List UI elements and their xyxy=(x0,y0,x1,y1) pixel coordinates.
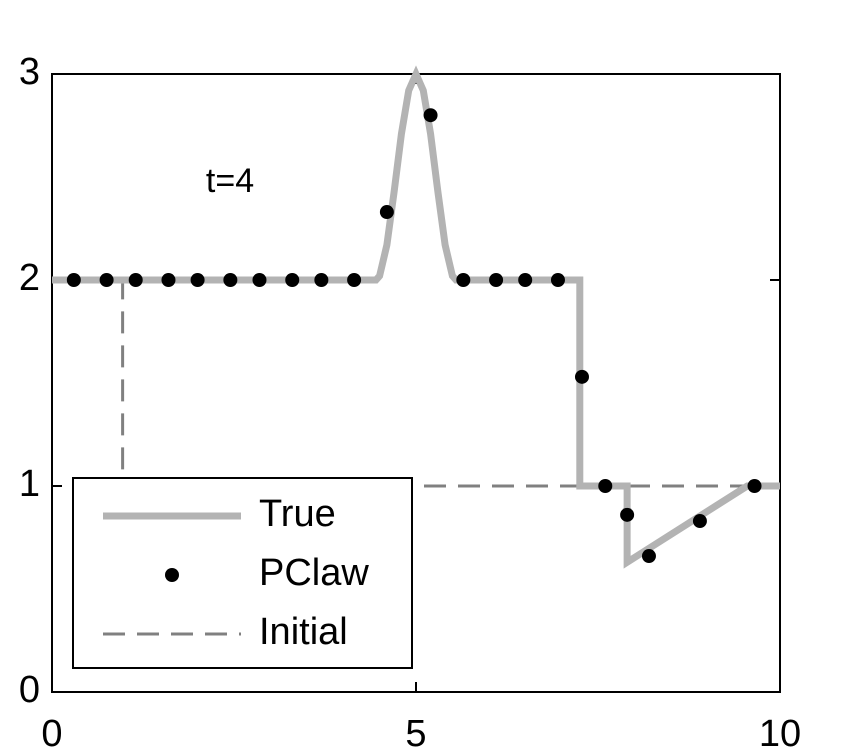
data-point xyxy=(285,273,300,287)
y-tick-label: 1 xyxy=(19,463,40,505)
legend-label: PClaw xyxy=(259,552,369,594)
data-point xyxy=(379,205,394,220)
legend-label: Initial xyxy=(259,611,348,653)
data-point xyxy=(347,273,362,287)
data-point xyxy=(574,369,589,384)
data-point xyxy=(190,273,205,287)
y-tick-label: 3 xyxy=(19,51,40,93)
x-tick-label: 0 xyxy=(41,713,62,755)
data-point xyxy=(518,273,533,287)
y-tick-label: 0 xyxy=(19,669,40,711)
data-point xyxy=(99,273,114,287)
data-point xyxy=(223,273,238,287)
data-point xyxy=(314,273,329,287)
legend-marker xyxy=(165,568,179,582)
y-tick-label: 2 xyxy=(19,257,40,299)
x-tick-label: 5 xyxy=(405,713,426,755)
x-tick-label: 10 xyxy=(759,713,801,755)
series-line xyxy=(52,278,780,488)
data-point xyxy=(598,479,613,493)
legend-box xyxy=(72,477,413,669)
data-point xyxy=(489,273,504,287)
annotation: t=4 xyxy=(206,162,254,200)
data-point xyxy=(550,273,565,287)
legend-label: True xyxy=(259,493,336,535)
data-point xyxy=(161,273,176,287)
data-point xyxy=(252,273,267,287)
data-point xyxy=(620,507,635,522)
data-point xyxy=(692,514,707,529)
data-point xyxy=(456,273,471,287)
data-point xyxy=(423,108,438,123)
data-point xyxy=(128,273,143,287)
data-point xyxy=(66,273,81,287)
data-point xyxy=(641,549,656,564)
data-point xyxy=(747,479,762,493)
series-line xyxy=(52,65,780,569)
